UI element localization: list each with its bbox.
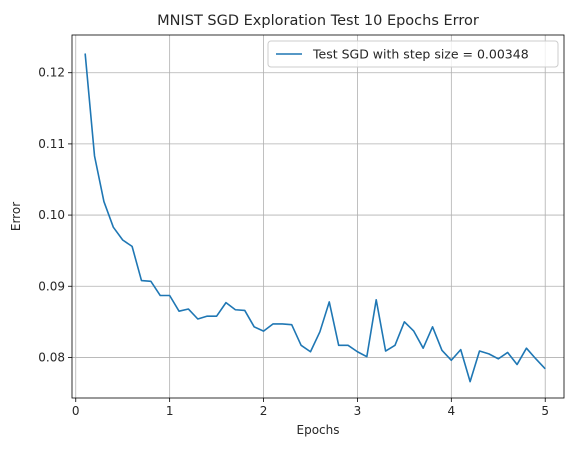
series-layer xyxy=(84,53,546,383)
x-ticks: 0 1 2 3 4 5 xyxy=(72,398,549,418)
legend: Test SGD with step size = 0.00348 xyxy=(267,40,559,68)
y-ticks: 0.08 0.09 0.10 0.11 0.12 xyxy=(38,66,72,364)
legend-entry-label: Test SGD with step size = 0.00348 xyxy=(312,47,529,62)
x-tick-label: 3 xyxy=(354,404,362,418)
x-tick-label: 2 xyxy=(260,404,268,418)
x-tick-label: 1 xyxy=(166,404,174,418)
y-tick-label: 0.12 xyxy=(38,66,65,80)
y-tick-label: 0.10 xyxy=(38,208,65,222)
x-tick-label: 5 xyxy=(541,404,549,418)
y-tick-label: 0.11 xyxy=(38,137,65,151)
y-axis-label: Error xyxy=(9,202,23,231)
series-line xyxy=(84,53,546,383)
legend-box xyxy=(267,40,559,68)
x-tick-label: 4 xyxy=(448,404,456,418)
x-axis-label: Epochs xyxy=(297,423,340,437)
x-tick-label: 0 xyxy=(72,404,80,418)
y-tick-label: 0.09 xyxy=(38,279,65,293)
plot-frame xyxy=(71,34,565,399)
chart-title: MNIST SGD Exploration Test 10 Epochs Err… xyxy=(157,13,479,29)
y-tick-label: 0.08 xyxy=(38,350,65,364)
